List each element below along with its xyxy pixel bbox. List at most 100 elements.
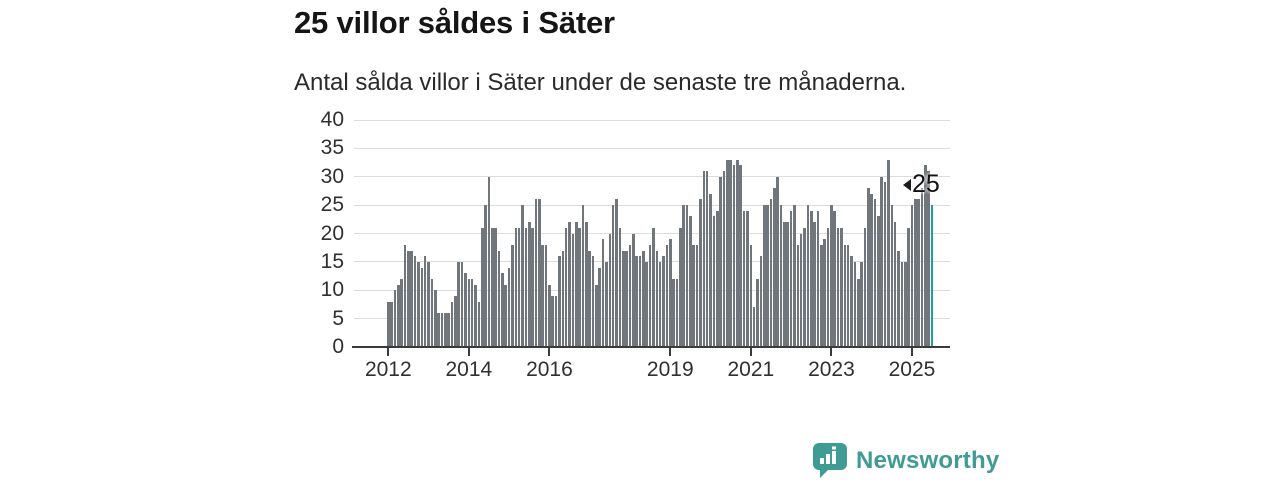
bar [611, 205, 615, 347]
y-axis-tick-label: 0 [332, 335, 344, 358]
y-gridline [354, 318, 950, 320]
bar [769, 199, 773, 347]
bar [749, 244, 753, 347]
bar [410, 250, 414, 347]
x-axis-tick-mark [548, 348, 551, 356]
bar [460, 261, 464, 347]
bar [689, 216, 692, 347]
bar [813, 222, 816, 347]
bar [799, 233, 803, 347]
y-axis-tick-label: 10 [320, 278, 344, 302]
newsworthy-brand-text: Newsworthy [856, 446, 1000, 474]
bar [709, 193, 712, 347]
bar [893, 222, 897, 347]
bar [732, 165, 736, 347]
bar [467, 278, 471, 347]
bar [924, 165, 927, 347]
bar [759, 256, 763, 347]
bar [809, 210, 813, 347]
bar [605, 261, 608, 347]
bar [773, 188, 776, 347]
bar [608, 233, 612, 347]
bar [729, 159, 732, 347]
x-axis-tick-mark [467, 348, 470, 356]
bar [433, 290, 437, 347]
x-axis-year-label: 2023 [808, 358, 855, 381]
bar [833, 210, 837, 347]
bar [625, 250, 628, 347]
bar [581, 205, 585, 347]
y-axis-tick-label: 40 [320, 108, 344, 131]
bar [571, 233, 575, 347]
x-axis-year-label: 2016 [526, 358, 573, 381]
bar [712, 216, 716, 347]
bar [695, 244, 699, 347]
bar [632, 233, 635, 347]
bar [920, 188, 924, 347]
bar [444, 312, 447, 347]
bar [638, 256, 642, 347]
bar [779, 205, 783, 347]
bar [534, 199, 538, 347]
x-axis-year-label: 2019 [646, 358, 694, 381]
bar [843, 244, 847, 347]
bar [672, 278, 675, 347]
bar [719, 176, 722, 347]
bar [783, 222, 786, 347]
bar [480, 227, 484, 347]
bar [454, 295, 457, 347]
bar [601, 239, 605, 347]
y-axis-tick-label: 20 [320, 221, 344, 245]
bar [927, 171, 931, 347]
bar [897, 250, 900, 347]
bar [403, 244, 407, 347]
bar [538, 199, 541, 347]
bar [803, 227, 806, 347]
bar [655, 250, 659, 347]
bar [484, 205, 487, 347]
x-axis-tick-mark [830, 348, 833, 356]
bar [863, 227, 867, 347]
bar [705, 171, 709, 347]
bar [853, 261, 857, 347]
bar [554, 295, 558, 347]
y-axis-tick-label: 25 [320, 193, 344, 217]
bar [524, 227, 528, 347]
bar [860, 261, 863, 347]
x-axis-tick-mark [749, 348, 752, 356]
bar [850, 256, 853, 347]
bar [497, 250, 501, 347]
bar [762, 205, 766, 347]
bar [917, 199, 920, 347]
bar [521, 205, 524, 347]
bar [662, 256, 665, 347]
y-gridline [354, 119, 950, 121]
bar [746, 210, 749, 347]
bar [585, 222, 588, 347]
bar [507, 267, 511, 347]
x-axis-tick-mark [669, 348, 672, 356]
y-gridline [354, 176, 950, 178]
bar [420, 267, 424, 347]
bar [531, 227, 534, 347]
chart-subtitle: Antal sålda villor i Säter under de sena… [294, 69, 907, 96]
bar [742, 210, 746, 347]
y-axis-tick-label: 35 [320, 136, 344, 160]
bar [679, 227, 682, 347]
bar [726, 159, 729, 347]
bar [413, 256, 417, 347]
bar [595, 284, 598, 347]
bar [514, 227, 518, 347]
bar [635, 256, 638, 347]
y-gridline [354, 261, 950, 263]
bar [652, 227, 655, 347]
bar [887, 159, 890, 347]
bar [890, 205, 894, 347]
x-axis-year-label: 2021 [727, 358, 775, 381]
bar [668, 239, 672, 347]
bar [880, 176, 884, 347]
newsworthy-chart-bubble-icon [813, 443, 847, 478]
bar [477, 301, 481, 347]
bar [820, 244, 823, 347]
bar [658, 261, 662, 347]
